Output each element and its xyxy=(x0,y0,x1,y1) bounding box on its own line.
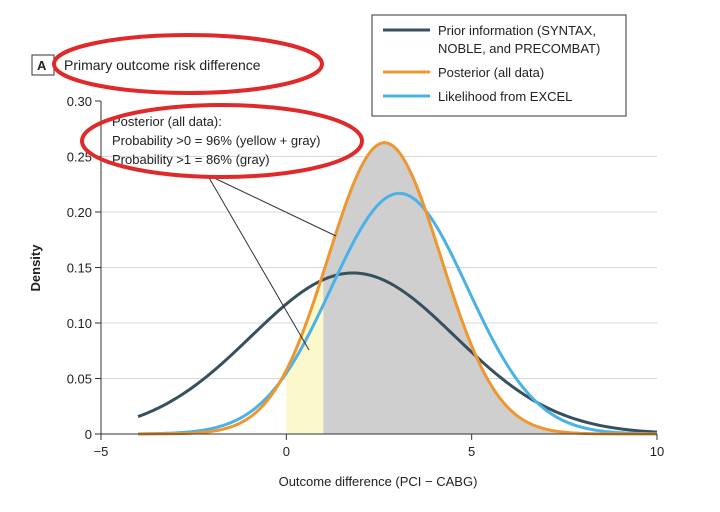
series-line-likelihood xyxy=(138,191,658,436)
x-tick-label: 5 xyxy=(468,444,475,459)
y-tick-label: 0.30 xyxy=(67,94,92,109)
legend-label-posterior: Posterior (all data) xyxy=(438,65,544,80)
annotation-line-3: Probability >1 = 86% (gray) xyxy=(112,152,270,167)
highlight-annotations xyxy=(52,33,364,179)
annotation-pointer-gray xyxy=(209,175,337,237)
x-tick-label: 10 xyxy=(650,444,664,459)
annotation-pointer-yellow xyxy=(207,175,310,351)
y-tick-label: 0.10 xyxy=(67,316,92,331)
shaded-regions xyxy=(286,142,657,435)
series-line-prior xyxy=(137,271,658,434)
panel-letter: A xyxy=(37,58,47,73)
x-tick-label: 0 xyxy=(283,444,290,459)
legend-label-prior-line-2: NOBLE, and PRECOMBAT) xyxy=(438,41,600,56)
chart-title: Primary outcome risk difference xyxy=(64,57,261,73)
chart-title-group: A Primary outcome risk difference xyxy=(31,54,261,76)
title-highlight-ellipse xyxy=(52,33,324,95)
legend: Prior information (SYNTAX, NOBLE, and PR… xyxy=(371,14,627,117)
series-line-posterior xyxy=(138,141,657,436)
legend-label-likelihood: Likelihood from EXCEL xyxy=(438,89,572,104)
y-axis-label: Density xyxy=(28,244,43,292)
x-axis-label: Outcome difference (PCI − CABG) xyxy=(279,474,478,489)
annotation: Posterior (all data): Probability >0 = 9… xyxy=(112,114,337,351)
series-curves xyxy=(137,141,658,436)
x-tick-label: −5 xyxy=(94,444,109,459)
annotation-highlight-ellipse xyxy=(80,103,364,179)
shaded-region-yellow xyxy=(286,272,324,434)
legend-box xyxy=(371,14,627,117)
y-tick-label: 0.20 xyxy=(67,205,92,220)
annotation-line-2: Probability >0 = 96% (yellow + gray) xyxy=(112,133,320,148)
annotation-line-1: Posterior (all data): xyxy=(112,114,222,129)
y-tick-label: 0 xyxy=(85,427,92,442)
shaded-region-gray xyxy=(323,142,657,435)
legend-label-prior-line-1: Prior information (SYNTAX, xyxy=(438,23,596,38)
y-tick-label: 0.15 xyxy=(67,261,92,276)
y-tick-label: 0.25 xyxy=(67,150,92,165)
y-tick-label: 0.05 xyxy=(67,372,92,387)
